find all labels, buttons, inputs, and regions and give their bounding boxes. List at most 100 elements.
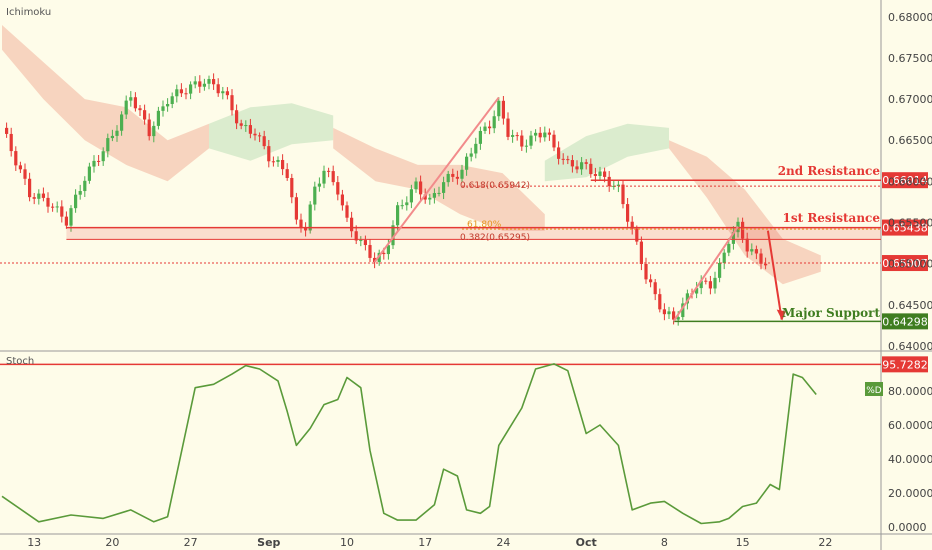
- candle-body: [184, 93, 188, 95]
- y-tick-label: 0.64000: [888, 340, 932, 353]
- ichimoku-cloud: [2, 25, 821, 285]
- candle-body: [580, 162, 584, 170]
- candle-body: [603, 171, 607, 177]
- candle-body: [391, 225, 395, 246]
- candle-body: [363, 240, 367, 246]
- candle-body: [60, 206, 64, 217]
- candle-body: [248, 125, 252, 134]
- candle-body: [552, 134, 556, 148]
- candle-body: [83, 180, 87, 192]
- candle-body: [469, 153, 473, 157]
- candle-body: [9, 133, 13, 152]
- candle-body: [704, 280, 708, 282]
- x-tick-label: 20: [105, 536, 119, 549]
- candle-body: [589, 163, 593, 175]
- candle-body: [423, 194, 427, 200]
- candle-body: [400, 205, 404, 207]
- candles: [5, 73, 768, 326]
- candle-body: [262, 136, 266, 147]
- candle-body: [432, 193, 436, 198]
- candle-body: [676, 317, 680, 320]
- candle-body: [207, 79, 211, 84]
- candle-body: [322, 170, 326, 184]
- cloud-segment: [669, 140, 821, 285]
- candle-body: [630, 221, 634, 229]
- candle-body: [5, 127, 9, 134]
- candle-body: [405, 202, 409, 206]
- fib-61-label: 61.80%: [467, 220, 502, 230]
- candle-body: [271, 161, 275, 163]
- y-tick-label: 0.65000: [888, 258, 932, 271]
- candle-body: [133, 97, 137, 109]
- candle-body: [308, 204, 312, 231]
- candle-body: [276, 159, 280, 162]
- first-resistance-label: 1st Resistance: [783, 211, 881, 225]
- candle-body: [345, 205, 349, 218]
- candle-body: [419, 181, 423, 195]
- candle-body: [386, 245, 390, 255]
- candle-body: [382, 252, 386, 255]
- candle-body: [699, 280, 703, 289]
- candle-body: [543, 132, 547, 138]
- candle-body: [488, 126, 492, 129]
- cloud-segment: [209, 103, 334, 161]
- stoch-y-tick-label: 20.0000: [888, 487, 932, 500]
- candle-body: [244, 125, 248, 127]
- candle-body: [221, 91, 225, 94]
- price-tag-label: 0.64298: [882, 315, 928, 328]
- candle-body: [547, 132, 551, 135]
- bull-leg-arrow-1: [373, 96, 500, 263]
- candle-body: [575, 166, 579, 170]
- candle-body: [745, 238, 749, 252]
- candle-body: [106, 138, 110, 152]
- candle-body: [216, 84, 220, 94]
- candle-body: [570, 160, 574, 167]
- candle-body: [451, 173, 455, 177]
- candle-body: [465, 156, 469, 170]
- candle-body: [501, 100, 505, 119]
- stoch-panel: 95.7282: [0, 356, 928, 525]
- candle-body: [681, 303, 685, 318]
- candle-body: [55, 206, 59, 208]
- candle-body: [281, 159, 285, 170]
- price-tag-label: 0.66014: [882, 174, 928, 187]
- candle-body: [414, 181, 418, 190]
- candle-body: [239, 123, 243, 126]
- candle-body: [23, 169, 27, 179]
- candle-body: [97, 160, 101, 162]
- candle-body: [428, 197, 432, 200]
- candle-body: [566, 159, 570, 161]
- candle-body: [290, 177, 294, 198]
- candle-body: [612, 185, 616, 187]
- y-tick-label: 0.66000: [888, 175, 932, 188]
- candle-body: [750, 249, 754, 252]
- price-tag-box: [882, 172, 928, 189]
- candle-body: [437, 192, 441, 194]
- candle-body: [718, 262, 722, 278]
- candle-body: [87, 166, 91, 181]
- y-tick-label: 0.67000: [888, 93, 932, 106]
- candle-body: [713, 277, 717, 289]
- candle-body: [143, 110, 147, 120]
- candle-body: [92, 160, 96, 167]
- stoch-legend-badge: %D: [865, 382, 883, 396]
- bearish-arrow-shaft: [766, 230, 783, 320]
- candle-body: [455, 176, 459, 179]
- candle-body: [175, 89, 179, 97]
- candle-body: [317, 183, 321, 187]
- candle-body: [506, 118, 510, 137]
- candle-body: [708, 281, 712, 289]
- candle-body: [492, 116, 496, 129]
- x-tick-label: 15: [736, 536, 750, 549]
- candle-body: [593, 174, 597, 176]
- candle-body: [754, 249, 758, 254]
- candle-body: [731, 232, 735, 244]
- stoch-d-line: [1, 363, 817, 525]
- candle-body: [138, 108, 142, 111]
- candle-body: [179, 89, 183, 94]
- candle-body: [51, 206, 55, 208]
- candle-body: [198, 81, 202, 87]
- candle-body: [446, 173, 450, 183]
